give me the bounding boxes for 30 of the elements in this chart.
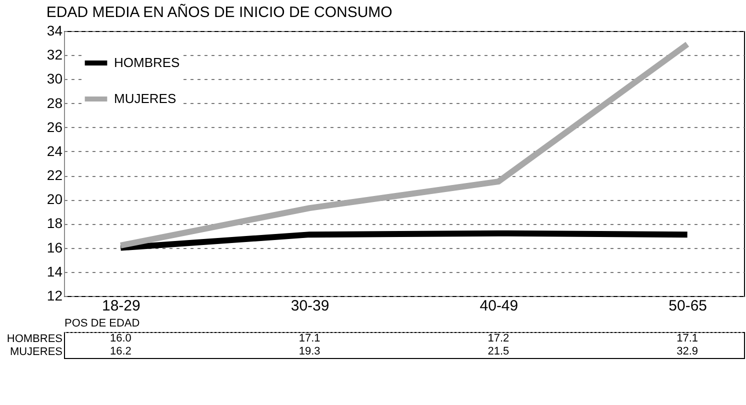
data-label: 21.5	[488, 346, 510, 358]
chart-title: EDAD MEDIA EN AÑOS DE INICIO DE CONSUMO	[46, 3, 392, 21]
y-tick-label: 24	[46, 142, 63, 159]
data-label: 17.1	[676, 332, 698, 344]
data-label: 17.2	[488, 332, 510, 344]
x-tick-label: 40-49	[480, 298, 518, 314]
y-tick-label: 26	[46, 118, 63, 135]
y-tick-label: 16	[46, 239, 63, 256]
y-tick-label: 14	[46, 263, 63, 280]
text: MUJERES	[10, 346, 62, 358]
y-tick-label: 32	[46, 46, 63, 63]
y-tick-label: 30	[46, 70, 63, 87]
data-label: 32.9	[676, 346, 698, 358]
data-label: 19.3	[298, 346, 320, 358]
x-tick-label: 50-65	[668, 298, 708, 314]
y-tick-label: 20	[46, 191, 63, 208]
y-tick-label: 18	[46, 215, 63, 232]
data-label: 16.0	[110, 332, 132, 344]
y-tick-label: 22	[46, 167, 63, 184]
data-label: 17.1	[298, 332, 320, 344]
x-axis-title: POS DE EDAD	[64, 318, 140, 330]
x-tick-label: 18-29	[102, 298, 140, 314]
text: HOMBRES	[6, 333, 62, 345]
legend-label: MUJERES	[114, 91, 176, 106]
y-tick-label: 28	[46, 94, 63, 111]
y-tick-label: 12	[46, 288, 63, 304]
legend-label: HOMBRES	[114, 55, 180, 70]
data-label: 16.2	[110, 346, 132, 358]
x-tick-label: 30-39	[290, 298, 330, 314]
y-tick-label: 34	[46, 22, 63, 38]
